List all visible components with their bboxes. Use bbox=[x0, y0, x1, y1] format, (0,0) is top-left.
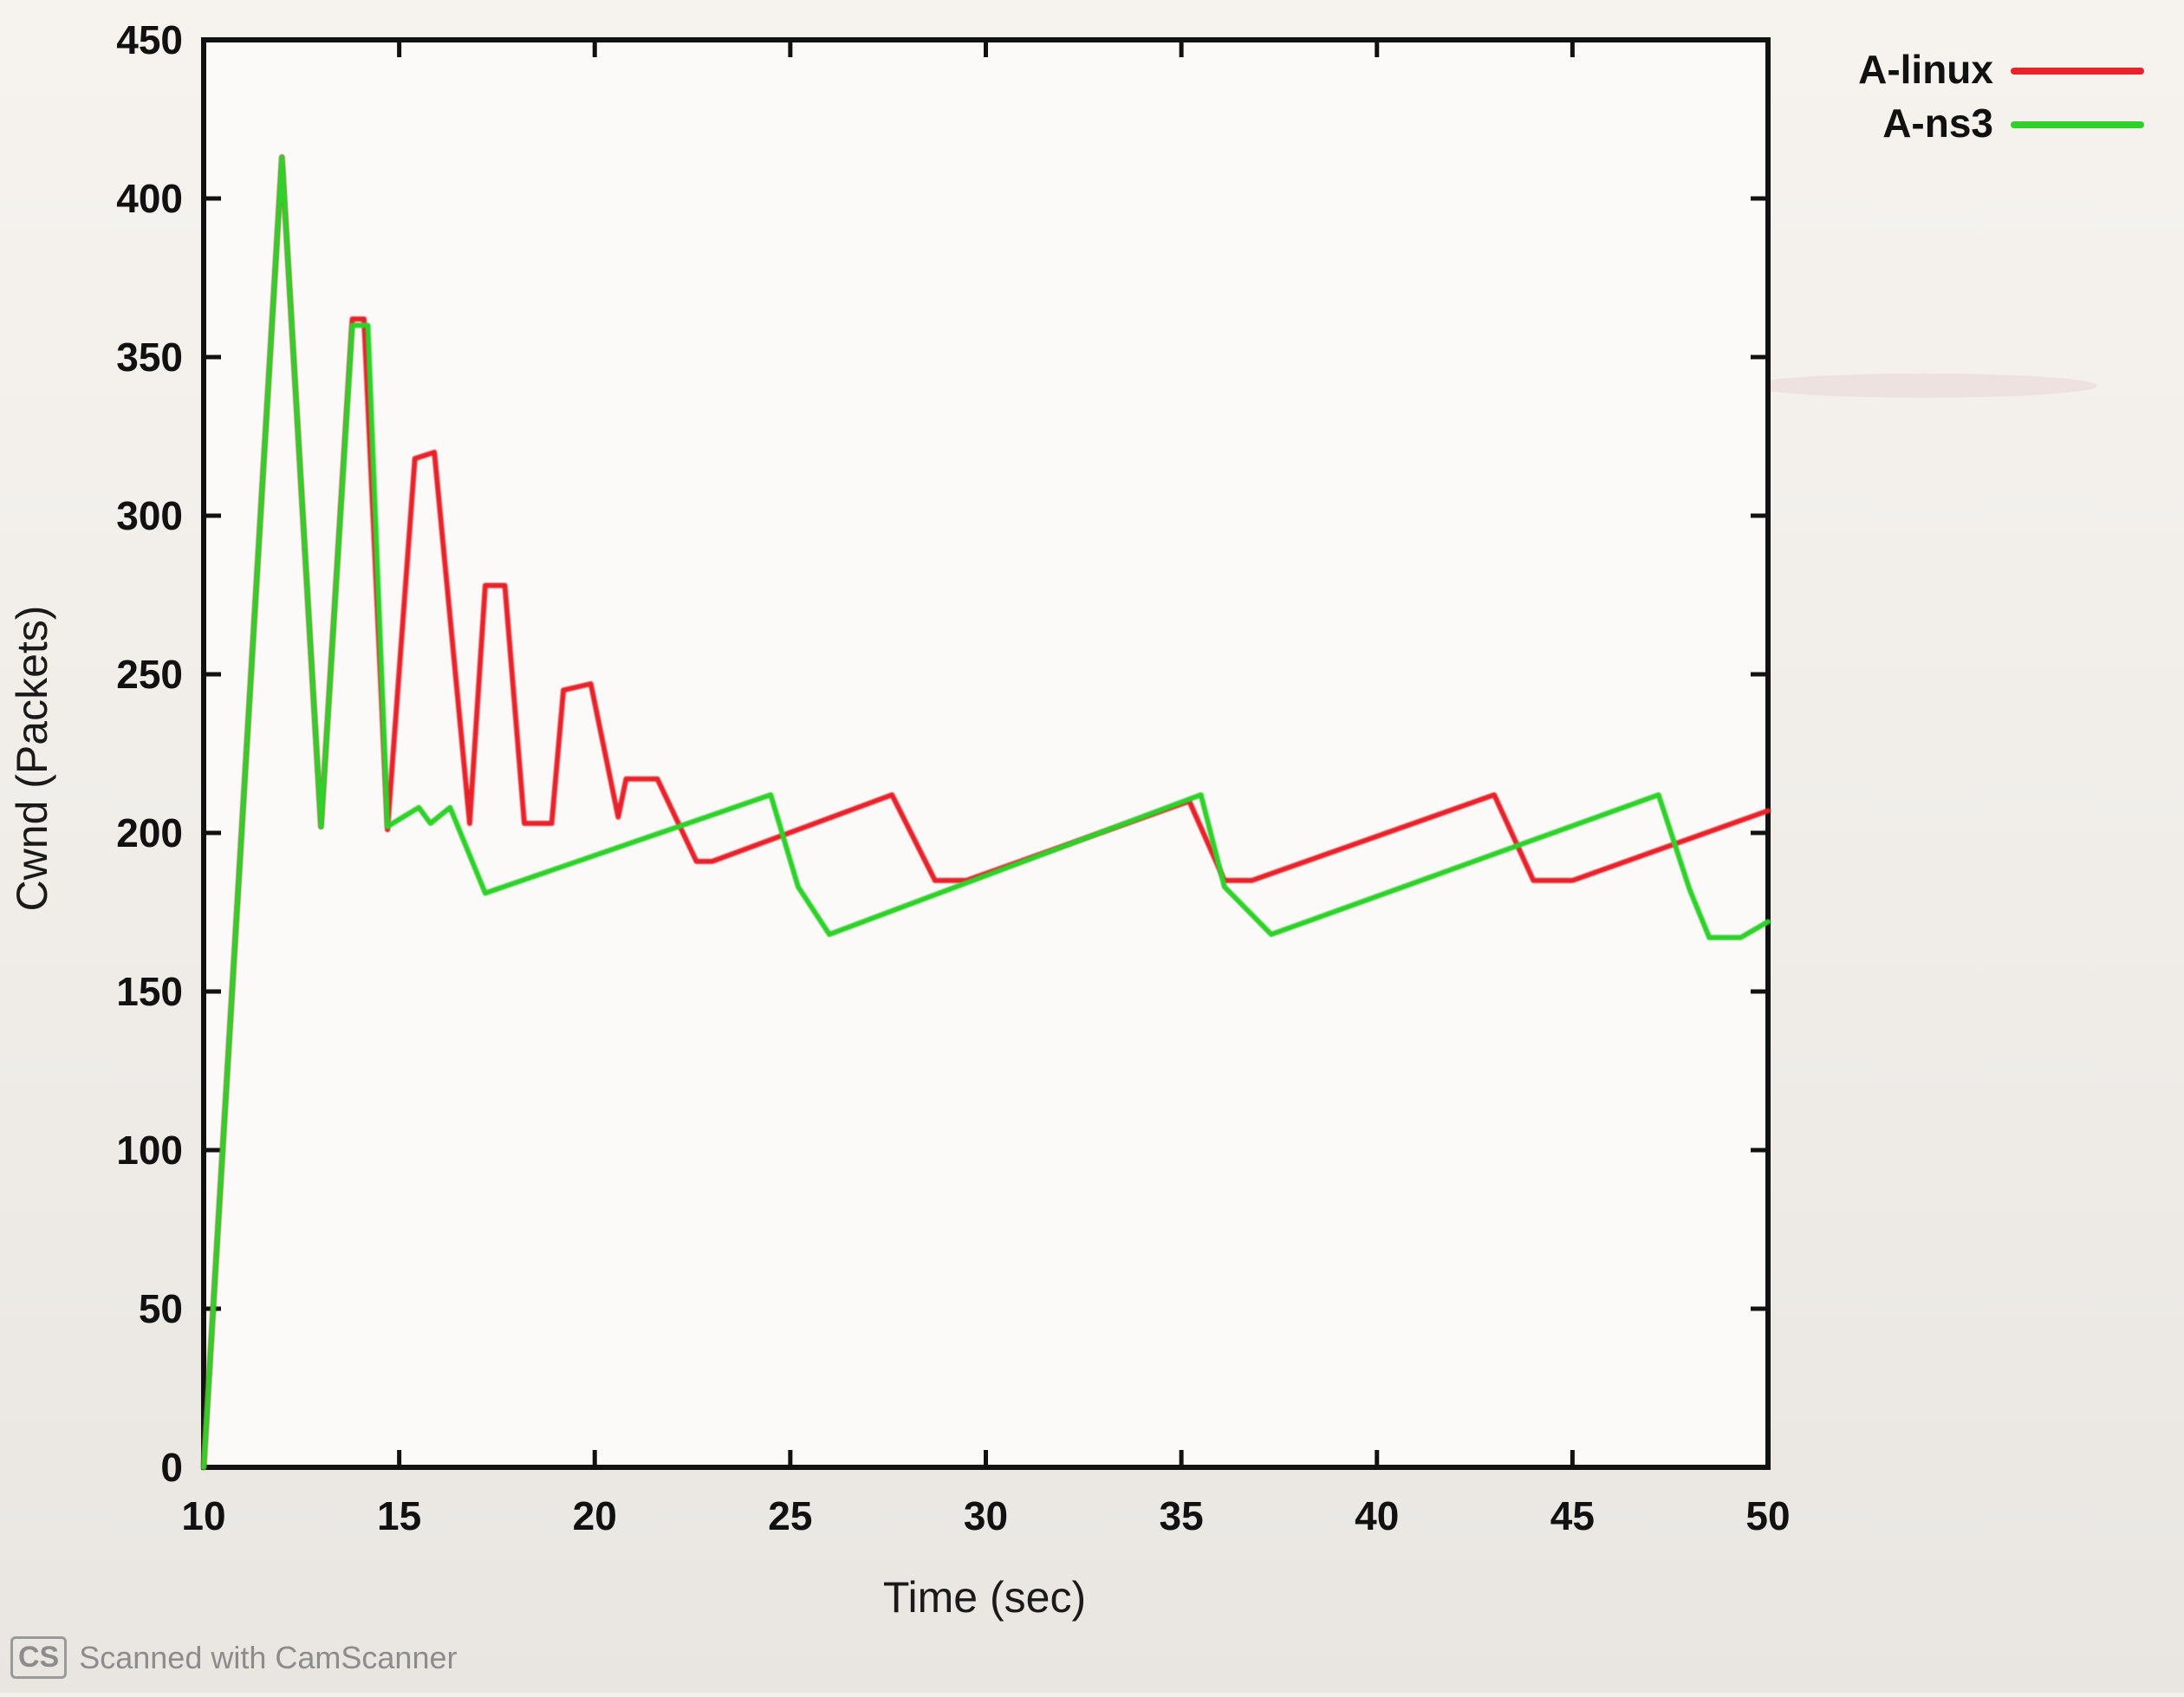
y-tick-label: 250 bbox=[116, 652, 183, 697]
x-tick-label: 10 bbox=[181, 1493, 225, 1538]
camscanner-logo: CS bbox=[10, 1636, 68, 1679]
x-tick-label: 50 bbox=[1745, 1493, 1790, 1538]
y-axis-label: Cwnd (Packets) bbox=[8, 606, 56, 912]
legend-label-a-ns3: A-ns3 bbox=[1882, 101, 1993, 146]
x-tick-label: 15 bbox=[377, 1493, 421, 1538]
y-tick-label: 300 bbox=[116, 493, 183, 538]
y-tick-label: 150 bbox=[116, 969, 183, 1014]
y-tick-label: 350 bbox=[116, 335, 183, 380]
x-tick-label: 40 bbox=[1355, 1493, 1399, 1538]
legend-label-a-linux: A-linux bbox=[1858, 47, 1993, 92]
axis-ticks bbox=[201, 37, 1771, 1470]
x-axis-label: Time (sec) bbox=[883, 1573, 1086, 1622]
camscanner-watermark: CS Scanned with CamScanner bbox=[10, 1636, 457, 1679]
x-tick-label: 45 bbox=[1550, 1493, 1595, 1538]
x-tick-label: 25 bbox=[768, 1493, 812, 1538]
watermark-text: Scanned with CamScanner bbox=[79, 1639, 458, 1675]
y-tick-label: 200 bbox=[116, 810, 183, 855]
series-line-a-ns3 bbox=[201, 154, 1771, 1470]
y-tick-label: 400 bbox=[116, 176, 183, 221]
y-tick-label: 50 bbox=[139, 1286, 183, 1331]
x-tick-label: 35 bbox=[1160, 1493, 1204, 1538]
y-tick-label: 100 bbox=[116, 1128, 183, 1173]
x-tick-label: 30 bbox=[964, 1493, 1008, 1538]
x-tick-label: 20 bbox=[573, 1493, 617, 1538]
y-tick-label: 450 bbox=[116, 17, 183, 62]
plot-area bbox=[201, 37, 1771, 1470]
plot-frame bbox=[201, 37, 1771, 1470]
axis-tick-labels: 10 15 20 25 30 35 40 45 50 0 50 100 150 200 250 300 350 4… bbox=[116, 17, 1790, 1538]
y-tick-label: 0 bbox=[160, 1445, 183, 1490]
legend: A-linux A-ns3 bbox=[1858, 47, 2144, 146]
scan-smudge bbox=[1751, 374, 2097, 398]
series-layer bbox=[201, 154, 1771, 1470]
